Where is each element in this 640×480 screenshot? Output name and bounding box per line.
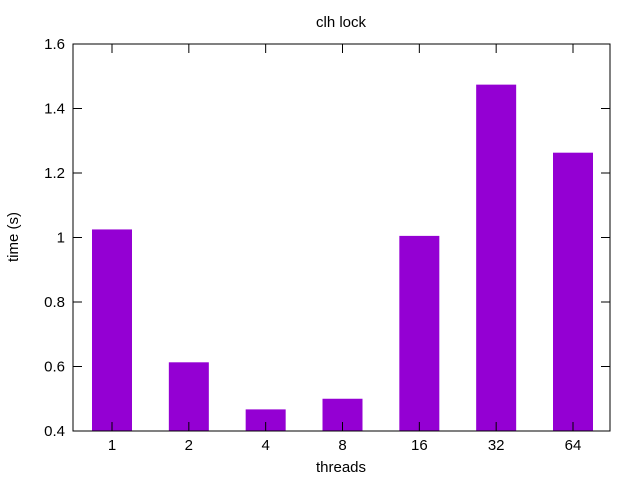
bar-16 — [399, 235, 440, 431]
bar-32 — [476, 84, 517, 431]
x-tick-label: 32 — [488, 437, 505, 454]
x-tick-label: 4 — [261, 437, 269, 454]
y-tick-label: 0.8 — [44, 294, 65, 311]
bar-2 — [168, 362, 209, 431]
plot-frame — [72, 43, 611, 432]
y-tick-label: 1 — [57, 230, 65, 247]
y-tick-label: 0.6 — [44, 359, 65, 376]
bar-1 — [92, 229, 132, 431]
bars-group — [92, 84, 593, 431]
x-tick-label: 16 — [411, 437, 428, 454]
y-axis-title: time (s) — [5, 212, 22, 262]
y-tick-label: 1.6 — [44, 36, 65, 53]
x-axis-title: threads — [316, 459, 366, 476]
y-tick-label: 1.2 — [44, 165, 65, 182]
y-tick-label: 0.4 — [44, 423, 65, 440]
x-tick-label: 64 — [565, 437, 582, 454]
chart-title: clh lock — [316, 14, 367, 31]
bar-4 — [245, 409, 286, 431]
ticks-group: 0.4 0.6 0.8 1 1.2 1.4 1.6 1 2 4 8 16 32 64 — [44, 36, 610, 454]
x-tick-label: 8 — [338, 437, 346, 454]
bar-64 — [553, 152, 593, 431]
x-tick-label: 1 — [108, 437, 116, 454]
x-tick-label: 2 — [185, 437, 193, 454]
y-tick-label: 1.4 — [44, 101, 65, 118]
